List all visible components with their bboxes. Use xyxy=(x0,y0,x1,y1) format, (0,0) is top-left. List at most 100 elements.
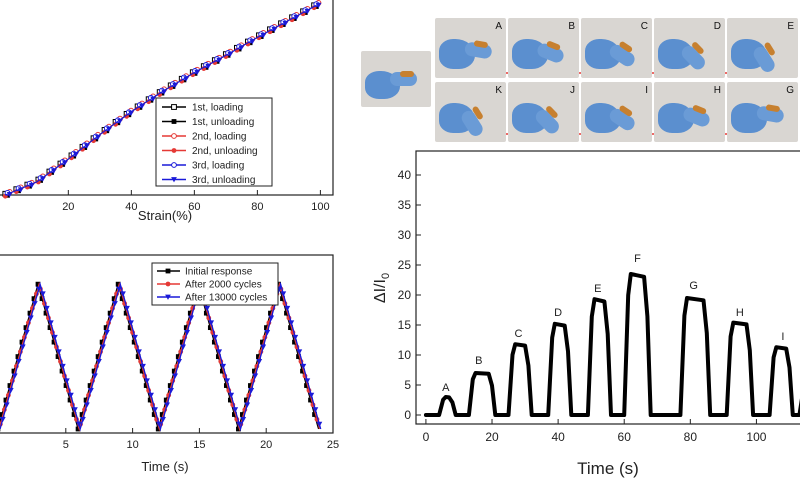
svg-text:ΔI/I0: ΔI/I0 xyxy=(372,273,392,303)
photo-label: E xyxy=(787,21,794,32)
bending-y-tick-label: 15 xyxy=(398,318,412,332)
cycle-x-ticks: 5 10 15 20 25 xyxy=(63,428,339,451)
cycle-data-point xyxy=(75,426,81,432)
cycle-data-point xyxy=(132,334,138,341)
cycle-data-point xyxy=(208,320,215,326)
cycle-data-point xyxy=(19,339,25,345)
cycle-data-point xyxy=(27,315,34,321)
cycle-data-point xyxy=(296,349,303,355)
cycle-data-point xyxy=(256,359,263,365)
strain-legend-marker xyxy=(171,177,177,183)
cycle-legend-label: After 2000 cycles xyxy=(185,280,262,291)
cycle-data-point xyxy=(312,407,319,413)
cycle-data-point xyxy=(164,402,170,408)
cycle-data-point xyxy=(236,426,241,432)
cycle-data-point xyxy=(43,310,49,316)
cycle-data-point xyxy=(207,325,213,331)
bending-annotation: A xyxy=(442,382,450,394)
cycle-data-point xyxy=(203,310,209,316)
bending-y-tick-label: 25 xyxy=(398,258,412,272)
cycle-data-point xyxy=(220,363,227,370)
cycle-data-point xyxy=(75,421,82,428)
strain-data-point xyxy=(183,76,190,82)
cycle-data-point xyxy=(215,354,221,359)
cycle-data-point xyxy=(104,330,110,336)
bending-y-tick-label: 0 xyxy=(404,408,411,422)
cycle-data-point xyxy=(3,402,10,408)
strain-x-tick-label: 60 xyxy=(188,201,200,213)
bending-y-tick-label: 40 xyxy=(398,168,412,182)
photo-top-A: A xyxy=(435,18,506,78)
cycle-x-tick-label: 25 xyxy=(327,439,339,451)
cycle-data-point xyxy=(232,412,237,417)
cycle-data-point xyxy=(228,392,235,399)
cycle-data-point xyxy=(80,416,86,423)
cycle-data-point xyxy=(63,378,70,384)
strain-data-point xyxy=(6,191,13,198)
cycle-data-point xyxy=(15,359,22,365)
strain-data-point xyxy=(113,121,118,127)
strain-legend-label: 2nd, loading xyxy=(192,132,247,143)
photo-bottom-J: J xyxy=(508,82,579,142)
cycle-data-point xyxy=(168,387,174,394)
bending-y-tick-label: 5 xyxy=(404,378,411,392)
strain-legend-box xyxy=(155,97,273,187)
bending-chart: 0 20 40 60 80 100 0 5 10 15 20 25 30 35 40 A B C D E F G H I T… xyxy=(372,150,800,478)
cycle-data-point xyxy=(11,373,18,379)
strain-data-point xyxy=(238,45,245,51)
cycle-data-point xyxy=(179,339,185,345)
cycle-data-point xyxy=(156,421,162,428)
cycle-data-point xyxy=(172,373,178,379)
cycle-data-point xyxy=(139,368,145,374)
cycle-data-point xyxy=(43,305,50,312)
photo-reference xyxy=(361,51,431,107)
cycle-data-point xyxy=(135,354,141,359)
cycle-data-point xyxy=(211,339,217,345)
photo-top-D: D xyxy=(654,18,725,78)
strain-data-point xyxy=(84,143,90,149)
cycle-data-point xyxy=(152,407,158,413)
cycle-data-point xyxy=(292,334,299,341)
cycle-data-point xyxy=(91,368,97,374)
cycle-x-label: Time (s) xyxy=(141,459,188,474)
cycle-data-point xyxy=(300,363,307,370)
strain-data-point xyxy=(95,134,101,141)
cycle-data-point xyxy=(288,320,295,326)
cycle-data-point xyxy=(175,354,181,359)
bending-y-label-sub: 0 xyxy=(380,273,392,279)
strain-series-5 xyxy=(5,2,322,198)
cycle-legend-marker xyxy=(165,268,171,274)
strain-data-point xyxy=(216,57,223,64)
strain-data-point xyxy=(282,20,289,27)
strain-data-point xyxy=(128,110,134,117)
cycle-data-point xyxy=(83,397,89,403)
cycle-data-point xyxy=(204,305,211,312)
photo-top-C: C xyxy=(581,18,652,78)
cycle-data-point xyxy=(63,383,69,388)
cycle-data-point xyxy=(128,320,134,326)
cycle-data-point xyxy=(183,325,189,331)
cycle-data-point xyxy=(248,387,255,394)
cycle-legend-marker xyxy=(165,281,171,287)
cycle-data-point xyxy=(115,281,121,287)
cycle-data-point xyxy=(240,416,247,423)
cycle-data-point xyxy=(59,363,66,370)
cycle-legend-label: After 13000 cycles xyxy=(185,293,267,304)
photo-label: C xyxy=(640,21,648,32)
cycle-data-point xyxy=(51,339,57,345)
strain-data-point xyxy=(35,179,41,185)
cycle-data-point xyxy=(140,363,146,370)
cycle-data-point xyxy=(71,407,78,413)
strain-data-point xyxy=(227,51,234,57)
cycle-plot-frame xyxy=(0,254,334,434)
strain-data-point xyxy=(17,187,24,193)
cycle-data-point xyxy=(136,349,142,355)
cycle-data-point xyxy=(280,291,287,297)
strain-sensor xyxy=(399,71,414,78)
cycle-series-2 xyxy=(0,281,323,432)
cycle-data-point xyxy=(112,301,118,307)
strain-data-point xyxy=(271,26,278,33)
bending-y-tick-label: 35 xyxy=(398,198,412,212)
cycle-data-point xyxy=(212,334,219,341)
bending-annotation: F xyxy=(634,253,641,265)
